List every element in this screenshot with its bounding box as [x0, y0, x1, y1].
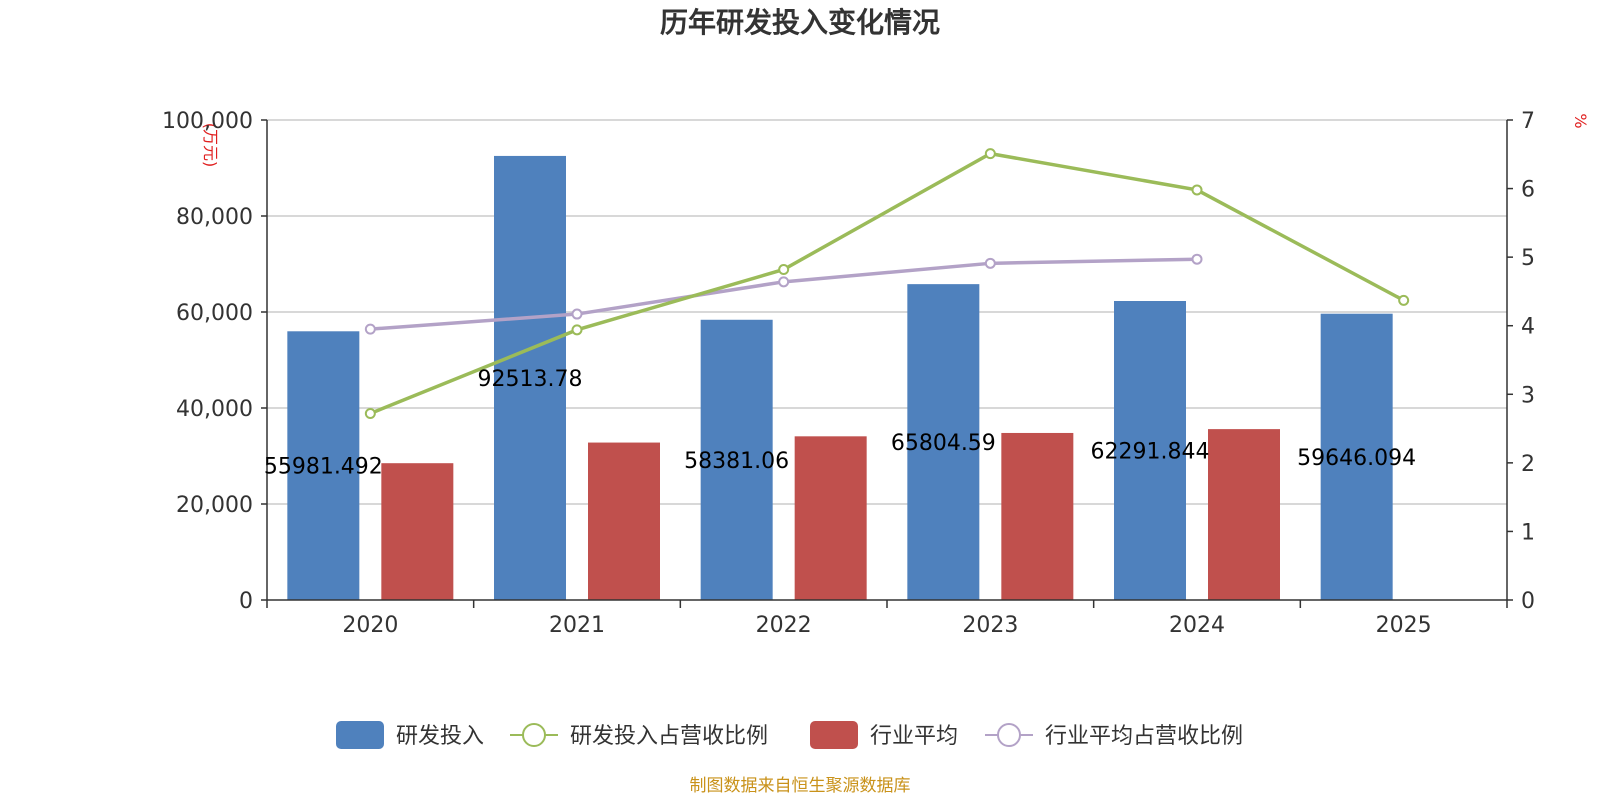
left-axis-tick-label: 0: [239, 589, 253, 614]
bar-研发投入[interactable]: [700, 319, 773, 600]
point-行业平均占营收比例[interactable]: [364, 323, 376, 335]
legend-marker-研发投入占营收比例[interactable]: [522, 723, 546, 747]
point-行业平均占营收比例[interactable]: [1191, 253, 1203, 265]
bar-研发投入[interactable]: [287, 331, 360, 600]
source-note: 制图数据来自恒生聚源数据库: [690, 776, 911, 796]
bar-data-label: 65804.59: [891, 431, 996, 456]
legend-label[interactable]: 行业平均占营收比例: [1045, 724, 1243, 749]
bar-研发投入[interactable]: [494, 155, 566, 601]
point-行业平均占营收比例[interactable]: [984, 257, 996, 269]
legend: 研发投入 研发投入占营收比例 行业平均 行业平均占营收比例: [336, 721, 1243, 749]
point-行业平均占营收比例[interactable]: [778, 276, 790, 288]
legend-marker-行业平均占营收比例[interactable]: [997, 723, 1021, 747]
left-axis-tick-label: 60,000: [176, 301, 253, 326]
x-axis-tick-label: 2020: [342, 613, 398, 638]
right-axis-tick-label: 1: [1521, 520, 1535, 545]
legend-swatch-行业平均[interactable]: [810, 721, 858, 749]
x-axis-tick-label: 2021: [549, 613, 605, 638]
point-研发投入占营收比例[interactable]: [778, 263, 790, 275]
grid-lines: [267, 119, 1507, 505]
x-axis-tick-label: 2023: [962, 613, 1018, 638]
bar-行业平均[interactable]: [1208, 429, 1280, 600]
right-axis-tick-label: 6: [1521, 178, 1535, 203]
point-研发投入占营收比例[interactable]: [1398, 294, 1410, 306]
bar-data-label: 59646.094: [1297, 446, 1416, 471]
bar-研发投入[interactable]: [907, 284, 980, 600]
point-行业平均占营收比例[interactable]: [571, 308, 583, 320]
right-axis-tick-label: 7: [1521, 109, 1535, 134]
left-axis-tick-label: 100,000: [162, 109, 253, 134]
legend-label[interactable]: 研发投入占营收比例: [570, 724, 768, 749]
point-研发投入占营收比例[interactable]: [571, 324, 583, 336]
right-axis-tick-label: 4: [1521, 315, 1535, 340]
right-axis-tick-label: 3: [1521, 383, 1535, 408]
left-axis-tick-label: 40,000: [176, 397, 253, 422]
point-研发投入占营收比例[interactable]: [1191, 184, 1203, 196]
point-研发投入占营收比例[interactable]: [984, 148, 996, 160]
bar-行业平均[interactable]: [1001, 432, 1074, 600]
bar-研发投入[interactable]: [1320, 313, 1393, 600]
right-axis-tick-label: 5: [1521, 246, 1535, 271]
left-axis-unit: (万元): [201, 123, 220, 168]
x-axis-tick-label: 2025: [1376, 613, 1432, 638]
chart-title: 历年研发投入变化情况: [660, 6, 940, 39]
axes: 0 20,000 40,000 60,000 80,000 100,000 0 1 2 3 4 5 6 7…: [162, 109, 1535, 638]
legend-label[interactable]: 行业平均: [870, 724, 958, 749]
bars: [287, 155, 1393, 601]
legend-label[interactable]: 研发投入: [396, 724, 484, 749]
left-axis-tick-label: 20,000: [176, 493, 253, 518]
bar-data-label: 55981.492: [264, 455, 383, 480]
bar-data-label: 58381.06: [684, 449, 789, 474]
line-研发投入占营收比例: [369, 151, 1405, 416]
left-axis-tick-label: 80,000: [176, 205, 253, 230]
point-研发投入占营收比例[interactable]: [364, 407, 376, 419]
x-axis-tick-label: 2024: [1169, 613, 1225, 638]
legend-swatch-研发投入[interactable]: [336, 721, 384, 749]
data-labels: 55981.492 92513.78 58381.06 65804.59 62291.8…: [264, 367, 1416, 480]
bar-行业平均[interactable]: [794, 436, 867, 600]
bar-data-label: 62291.844: [1091, 439, 1210, 464]
bar-行业平均[interactable]: [381, 463, 454, 600]
right-axis-tick-label: 2: [1521, 452, 1535, 477]
x-axis-tick-label: 2022: [756, 613, 812, 638]
bar-研发投入[interactable]: [1114, 300, 1186, 600]
bar-行业平均[interactable]: [588, 442, 660, 600]
right-axis-tick-label: 0: [1521, 589, 1535, 614]
right-axis-unit: %: [1571, 113, 1590, 128]
bar-data-label: 92513.78: [478, 367, 583, 392]
lines: [364, 148, 1410, 419]
